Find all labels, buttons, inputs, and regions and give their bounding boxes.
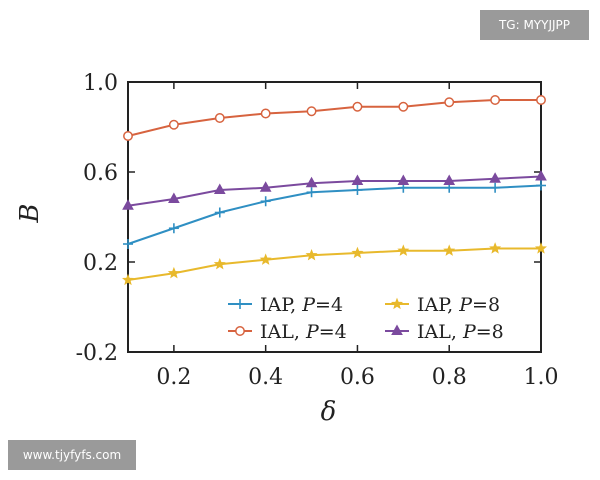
data-point [351,246,364,259]
x-tick-label: 0.2 [156,365,191,390]
series-line [127,184,542,245]
watermark-top-right: TG: MYYJJPP [480,10,589,40]
data-point [123,131,133,141]
data-point [306,106,317,117]
series-2 [123,95,546,141]
legend-marker [235,299,245,309]
plot-area: 0.2 0.4 0.6 0.8 1.0 -0.2 0.2 0.6 1.0 δ B IAP, P=4 IA… [15,71,559,427]
x-tick-label: 0.8 [432,365,467,390]
data-point [536,95,546,105]
series-1 [123,180,546,249]
x-tick-label: 0.4 [248,365,283,390]
data-point [490,182,501,193]
data-point [259,181,272,192]
data-point [259,253,272,265]
data-point [534,242,548,254]
data-point [351,174,364,185]
legend-entry: IAL, P=4 [228,321,347,343]
series-line [127,175,542,207]
legend-entry: IAP, P=8 [385,294,500,316]
data-point [213,183,226,194]
data-point [260,196,271,207]
x-tick-label: 0.6 [340,365,375,390]
data-point [489,172,501,183]
watermark-bottom-left: www.tjyfyfs.com [8,440,136,470]
data-point [168,192,180,203]
y-tick-label: 0.6 [83,161,118,186]
series-line [127,99,541,137]
data-point [443,174,456,185]
data-point [168,223,179,234]
data-point [167,266,180,279]
legend-marker [390,297,404,310]
y-tick-label: 0.2 [83,251,118,276]
plot-frame [127,81,542,353]
data-point [305,248,318,261]
data-point [397,244,410,256]
y-axis-label: B [15,203,45,223]
series-3 [121,242,548,286]
legend-label: IAP, P=4 [260,294,343,316]
data-point [168,119,179,130]
data-point [489,242,502,254]
data-point [123,239,133,249]
legend-marker [235,326,245,336]
y-tick-label: 1.0 [83,71,118,96]
data-point [535,169,547,181]
legend-entry: IAL, P=8 [385,321,504,343]
data-point [121,273,135,286]
legend-entry: IAP, P=4 [228,294,343,316]
data-point [305,176,318,188]
data-point [536,180,546,191]
data-point [398,101,409,112]
series-4 [122,169,547,210]
legend-label: IAL, P=8 [417,321,504,343]
x-tick-label: 1.0 [524,365,559,390]
data-point [122,199,134,210]
legend-label: IAP, P=8 [417,294,500,316]
data-point [214,207,225,218]
legend-marker [391,324,403,335]
data-point [490,95,501,105]
data-point [214,113,225,123]
data-point [352,101,363,112]
data-point [352,185,363,195]
data-point [444,97,455,108]
data-point [306,187,317,198]
data-point [443,244,456,256]
series-line [127,247,541,281]
legend-label: IAL, P=4 [260,321,347,343]
data-point [397,174,410,185]
x-axis-label: δ [321,397,337,427]
data-point [260,108,271,119]
data-point [213,257,226,270]
y-tick-label: -0.2 [76,341,118,366]
